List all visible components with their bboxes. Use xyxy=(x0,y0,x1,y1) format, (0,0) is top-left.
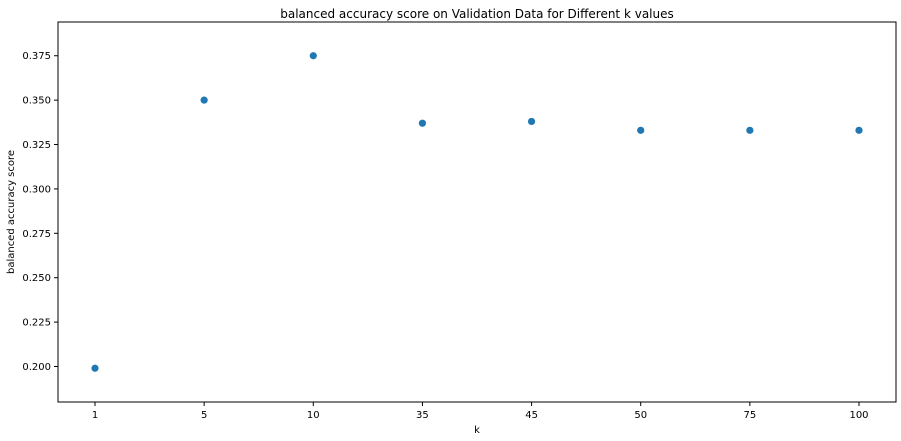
x-tick-label: 75 xyxy=(743,410,756,421)
data-point xyxy=(746,126,754,134)
data-point xyxy=(309,52,317,60)
y-axis-title: balanced accuracy score xyxy=(6,150,17,274)
y-tick-label: 0.225 xyxy=(22,318,51,329)
x-tick-label: 5 xyxy=(201,410,207,421)
data-point xyxy=(200,96,208,104)
x-axis-title: k xyxy=(474,425,480,436)
y-tick-label: 0.275 xyxy=(22,229,51,240)
x-tick-label: 10 xyxy=(307,410,320,421)
data-point xyxy=(91,364,99,372)
data-point xyxy=(527,117,536,126)
data-point xyxy=(418,119,427,127)
y-tick-label: 0.250 xyxy=(22,273,51,284)
x-tick-label: 100 xyxy=(849,410,868,421)
x-axis: 1 5 10 35 45 50 75 100 xyxy=(92,402,869,421)
x-tick-label: 45 xyxy=(525,410,538,421)
y-tick-label: 0.325 xyxy=(22,140,51,151)
x-tick-label: 1 xyxy=(92,410,98,421)
y-tick-label: 0.200 xyxy=(22,362,51,373)
y-axis: 0.200 0.225 0.250 0.275 0.300 0.325 0.350 0.375 xyxy=(22,51,58,373)
data-point xyxy=(637,126,645,134)
y-tick-label: 0.300 xyxy=(22,184,51,195)
y-tick-label: 0.350 xyxy=(22,96,51,107)
y-tick-label: 0.375 xyxy=(22,51,51,62)
x-tick-label: 35 xyxy=(416,410,429,421)
x-tick-label: 50 xyxy=(634,410,647,421)
data-points xyxy=(91,52,863,372)
data-point xyxy=(855,126,863,134)
plot-frame xyxy=(57,21,897,403)
chart-title: balanced accuracy score on Validation Da… xyxy=(280,7,674,21)
